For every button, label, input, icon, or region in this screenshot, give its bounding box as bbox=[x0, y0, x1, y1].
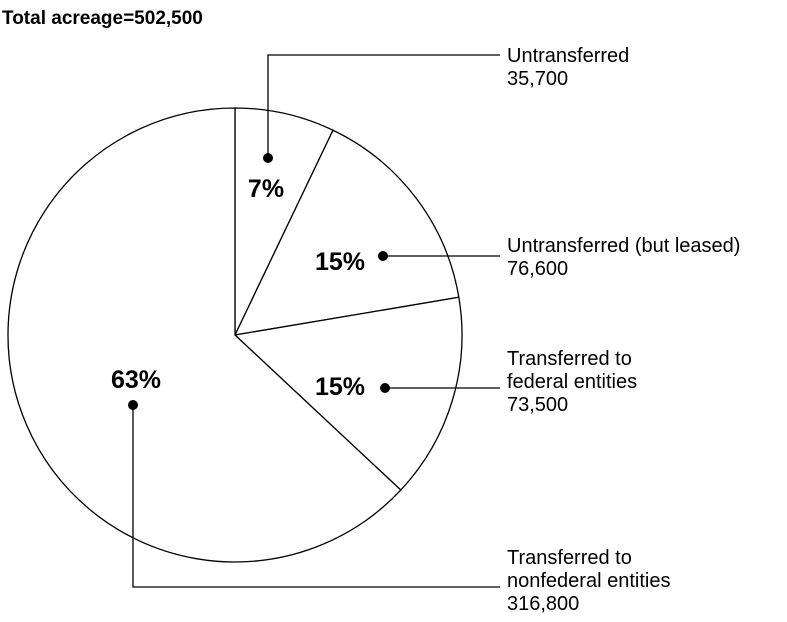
pie-slice bbox=[234, 107, 334, 336]
slice-category-label: Transferred to bbox=[507, 547, 632, 569]
slice-value-label: 35,700 bbox=[507, 68, 568, 90]
callout-dot bbox=[263, 153, 273, 163]
slice-percent-label: 15% bbox=[315, 248, 365, 276]
slice-percent-label: 7% bbox=[248, 175, 284, 203]
slice-value-label: 73,500 bbox=[507, 394, 568, 416]
callout-dot bbox=[128, 400, 138, 410]
pie-slice bbox=[7, 107, 402, 563]
slice-category-label: Untransferred (but leased) bbox=[507, 235, 740, 257]
pie-slice bbox=[233, 296, 463, 491]
slice-percent-label: 15% bbox=[315, 373, 365, 401]
chart-title: Total acreage=502,500 bbox=[2, 8, 203, 29]
slice-category-label: Transferred to bbox=[507, 348, 632, 370]
slice-percent-label: 63% bbox=[111, 366, 161, 394]
pie-slice bbox=[233, 129, 460, 336]
callout-line bbox=[132, 405, 500, 588]
slice-value-label: 76,600 bbox=[507, 258, 568, 280]
callout-line bbox=[267, 54, 500, 158]
callout-dot bbox=[380, 383, 390, 393]
slice-category-label: nonfederal entities bbox=[507, 570, 670, 592]
callout-dot bbox=[378, 251, 388, 261]
slice-category-label: Untransferred bbox=[507, 45, 629, 67]
slice-value-label: 316,800 bbox=[507, 593, 579, 615]
slice-category-label: federal entities bbox=[507, 371, 637, 393]
